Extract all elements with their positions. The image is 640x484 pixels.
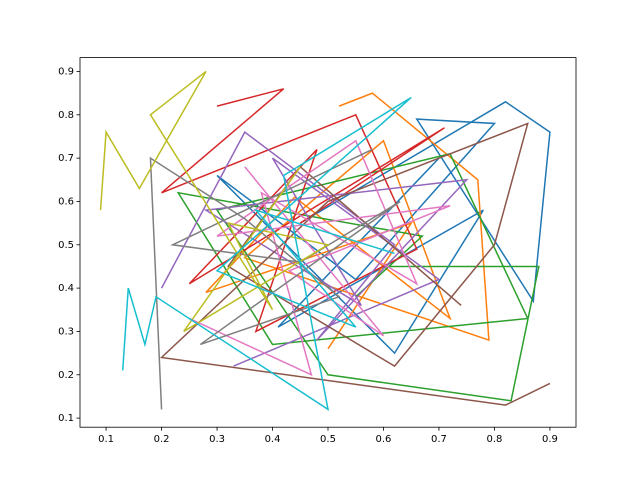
series-line	[99, 70, 331, 333]
x-tick-label: 0.9	[542, 434, 558, 445]
y-tick-label: 0.4	[58, 283, 74, 294]
y-tick-label: 0.5	[58, 240, 74, 251]
series-line	[121, 96, 412, 412]
x-tick-label: 0.7	[431, 434, 447, 445]
x-tick-label: 0.4	[265, 434, 281, 445]
x-tick-label: 0.6	[376, 434, 392, 445]
series-line	[216, 100, 551, 355]
y-tick-label: 0.9	[58, 66, 74, 77]
x-tick-label: 0.1	[98, 434, 114, 445]
x-tick-label: 0.2	[154, 434, 170, 445]
y-tick-label: 0.1	[58, 413, 74, 424]
series-line	[149, 148, 401, 410]
y-tick-label: 0.2	[58, 370, 74, 381]
y-tick-label: 0.6	[58, 196, 74, 207]
y-tick-label: 0.7	[58, 153, 74, 164]
y-tick-label: 0.8	[58, 110, 74, 121]
y-tick-label: 0.3	[58, 326, 74, 337]
x-tick-label: 0.5	[320, 434, 336, 445]
x-tick-label: 0.3	[209, 434, 225, 445]
series-line	[205, 92, 490, 350]
x-tick-label: 0.8	[486, 434, 502, 445]
